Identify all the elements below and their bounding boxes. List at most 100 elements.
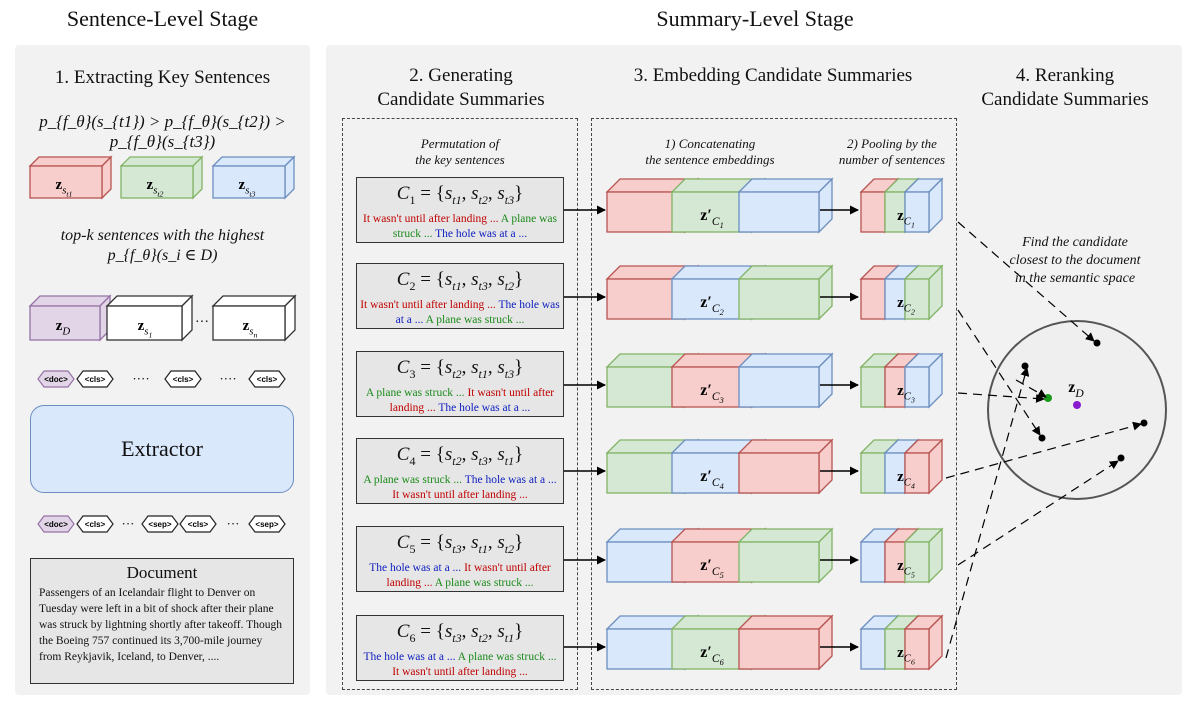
candidate-text-5: The hole was at a ... It wasn't until af… [357,561,563,591]
pooled-segment-6-3 [903,614,944,671]
topk-caption-line2: p_{f_θ}(s_i ∈ D) [107,247,218,264]
svg-text:zC3: zC3 [897,383,915,405]
candidate-3-sentence-2: It wasn't until after landing ... [389,386,555,414]
extractor-label: Extractor [121,436,203,461]
pooled-label-3: zC3 [897,383,915,405]
candidate-equation-3: C3 = {st2, st1, st3} [396,357,524,381]
candidate-box-3: C3 = {st2, st1, st3} A plane was struck .… [356,351,564,417]
candidate-equation-2: C2 = {st1, st3, st2} [396,269,524,293]
permutation-caption-line1: Permutation of [420,136,500,151]
svg-text:z′C3: z′C3 [700,382,723,405]
svg-text:<sep>: <sep> [148,520,171,529]
candidate-3-sentence-1: A plane was struck ... [365,386,468,399]
sentence-embedding-label-1: zs1 [138,318,153,340]
pooled-label-4: zC4 [897,469,915,491]
token-cls-bottom-1: <cls> [76,515,114,533]
probability-ordering-text: p_{f_θ}(s_{t1}) > p_{f_θ}(s_{t2}) > p_{f… [39,112,286,151]
concat-label-6: z′C6 [700,644,724,667]
projection-line-5 [957,460,1119,566]
candidate-equation-5: C5 = {st3, st1, st2} [396,532,524,556]
candidate-6-sentence-3: It wasn't until after landing ... [392,665,528,678]
token-ellipsis-bottom-1: ··· [122,516,135,531]
key-sentence-label-2: zst2 [147,177,164,199]
pooled-label-6: zC6 [897,645,915,667]
summary-level-stage-title: Summary-Level Stage [656,6,854,31]
step1-title: 1. Extracting Key Sentences [54,67,271,88]
pooled-label-1: zC1 [897,208,915,230]
svg-text:z′C6: z′C6 [700,644,724,667]
candidate-2-sentence-1: It wasn't until after landing ... [360,298,499,311]
step2-title-line1: 2. Generating [409,65,513,86]
svg-text:<cls>: <cls> [173,375,194,384]
candidate-text-6: The hole was at a ... A plane was struck… [357,650,563,680]
permutation-caption: Permutation of the key sentences [342,136,578,168]
concat-segment-1-3 [737,177,834,234]
projection-line-2 [957,309,1041,436]
document-body: Passengers of an Icelandair flight to De… [39,587,282,663]
pooled-segment-2-3 [903,264,944,321]
svg-text:z′C5: z′C5 [700,557,723,580]
embedding-ellipsis: ··· [195,315,209,330]
concat-segment-5-3 [737,527,834,584]
step4-title-line2: Candidate Summaries [981,89,1149,110]
candidate-point-4 [1140,419,1148,427]
token-dots-top-2: ···· [219,371,236,386]
doc-embedding-block [28,294,112,342]
candidate-text-2: It wasn't until after landing ... The ho… [357,298,563,328]
candidate-box-6: C6 = {st3, st2, st1} The hole was at a ..… [356,615,564,681]
token-sep-bottom-2: <sep> [248,515,286,533]
candidate-box-2: C2 = {st1, st3, st2} It wasn't until afte… [356,263,564,329]
document-title: Document [126,563,198,582]
svg-text:zC6: zC6 [897,645,915,667]
concatenating-caption-line1: 1) Concatenating [664,136,756,151]
sentence-embedding-label-n: zsn [243,318,258,340]
svg-text:<sep>: <sep> [255,520,278,529]
candidate-4-sentence-3: It wasn't until after landing ... [392,488,528,501]
concat-label-5: z′C5 [700,557,723,580]
svg-text:<cls>: <cls> [188,520,209,529]
key-sentence-label-3: zst3 [239,177,256,199]
sentence-embedding-block-n [211,294,297,342]
candidate-3-sentence-3: The hole was at a ... [438,401,531,414]
candidate-5-sentence-2: It wasn't until after landing ... [386,561,551,589]
token-sep-bottom-1: <sep> [141,515,179,533]
candidate-4-sentence-2: The hole was at a ... [464,473,557,486]
token-doc-top: <doc> [37,370,75,388]
candidate-4-sentence-1: A plane was struck ... [363,473,465,486]
candidate-equation-6: C6 = {st3, st2, st1} [396,621,524,645]
projection-line-4 [945,421,1142,479]
reranking-note-line3: in the semantic space [1014,271,1136,286]
candidate-5-sentence-1: The hole was at a ... [369,561,465,574]
candidate-1-sentence-2: A plane was struck ... [392,212,558,240]
token-dots-top-1: ···· [132,371,149,386]
candidate-6-sentence-2: A plane was struck ... [457,650,557,663]
step2-title-line2: Candidate Summaries [377,89,545,110]
doc-embedding-label: zD [56,318,71,338]
permutation-caption-line2: the key sentences [415,152,505,167]
semantic-space-circle [987,320,1167,500]
candidate-2-sentence-2: The hole was at a ... [395,298,560,326]
reranking-note: Find the candidate closest to the docume… [985,234,1165,288]
svg-text:z′C2: z′C2 [700,294,723,317]
svg-text:z′C1: z′C1 [700,207,723,230]
pooled-label-2: zC2 [897,295,915,317]
concatenating-caption: 1) Concatenating the sentence embeddings [610,136,810,168]
candidate-generation-frame [342,118,578,690]
token-cls-bottom-2: <cls> [179,515,217,533]
candidate-point-3 [1038,434,1046,442]
candidate-6-sentence-1: The hole was at a ... [363,650,458,663]
candidate-box-4: C4 = {st2, st3, st1} A plane was struck .… [356,438,564,504]
token-cls-top-1: <cls> [76,370,114,388]
svg-text:<doc>: <doc> [44,375,68,384]
candidate-equation-4: C4 = {st2, st3, st1} [396,444,524,468]
svg-text:zst1: zst1 [56,177,73,199]
reranking-note-line2: closest to the document [1009,253,1141,268]
doc-point [1073,401,1081,409]
candidate-text-3: A plane was struck ... It wasn't until a… [357,386,563,416]
candidate-box-1: C1 = {st1, st2, st3} It wasn't until afte… [356,177,564,243]
candidate-equation-1: C1 = {st1, st2, st3} [396,183,524,207]
svg-text:<doc>: <doc> [44,520,68,529]
token-cls-top-3: <cls> [248,370,286,388]
candidate-point-5 [1117,454,1125,462]
svg-text:<cls>: <cls> [85,375,106,384]
